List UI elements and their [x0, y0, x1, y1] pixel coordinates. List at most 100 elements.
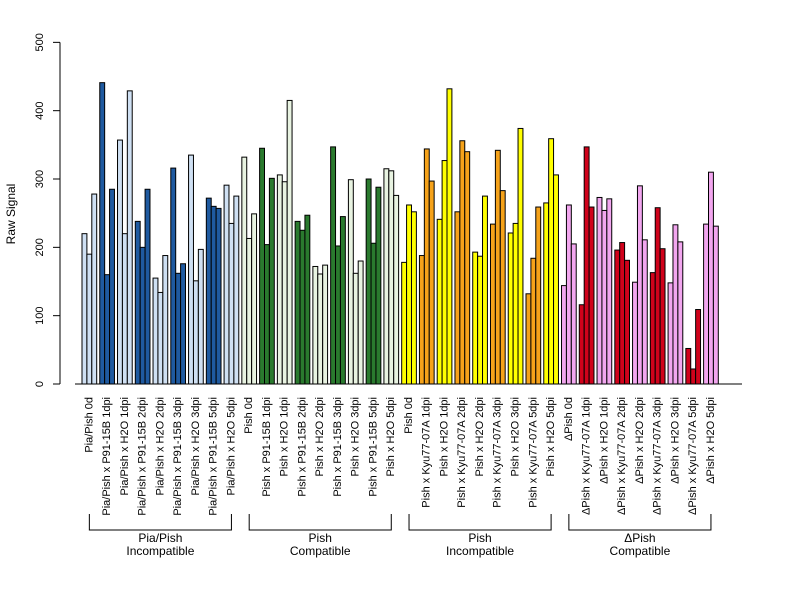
- bar: [365, 178, 372, 385]
- x-tick-label: Pia/Pish x H2O 3dpi: [190, 397, 202, 495]
- x-tick-label: Pish x H2O 3dpi: [350, 397, 362, 476]
- y-tick-label: 300: [34, 170, 46, 188]
- bar: [543, 202, 550, 385]
- bar: [370, 242, 377, 385]
- bar: [548, 138, 555, 385]
- x-tick-label: Pia/Pish x P91-15B 1dpi: [101, 397, 113, 516]
- bar: [428, 180, 435, 385]
- bar: [286, 99, 293, 385]
- y-axis: 0 100 200 300 400 500: [34, 33, 61, 387]
- bar: [121, 233, 128, 385]
- group-label: Pish: [309, 531, 332, 545]
- bar: [251, 213, 258, 385]
- bar: [410, 211, 417, 385]
- bar: [418, 255, 425, 385]
- bar: [126, 90, 133, 385]
- bar: [641, 239, 648, 385]
- bar: [472, 251, 479, 385]
- x-tick-label: ΔPish 0d: [563, 397, 575, 441]
- x-tick-label: Pia/Pish 0d: [83, 397, 95, 453]
- group-label: Pish: [468, 531, 491, 545]
- bar: [401, 261, 408, 385]
- bar: [596, 196, 603, 385]
- bar: [423, 148, 430, 385]
- y-tick-label: 0: [34, 381, 46, 387]
- bar: [553, 174, 559, 385]
- x-tick-label: Pish x Kyu77-07A 3dpi: [492, 397, 504, 508]
- bar: [104, 274, 111, 385]
- bar: [464, 151, 471, 385]
- x-tick-label: ΔPish x Kyu77-07A 2dpi: [616, 397, 628, 515]
- bar: [330, 146, 337, 385]
- group-sublabel: Incompatible: [446, 544, 514, 558]
- x-tick-label: Pish x H2O 2dpi: [474, 397, 486, 476]
- x-tick-label: Pish x P91-15B 2dpi: [296, 397, 308, 497]
- bar: [606, 198, 613, 385]
- bar: [489, 223, 496, 385]
- bar: [246, 237, 253, 385]
- x-tick-label: Pish x Kyu77-07A 2dpi: [456, 397, 468, 508]
- group-sublabel: Incompatible: [126, 544, 194, 558]
- bar: [144, 188, 151, 385]
- y-tick-label: 400: [34, 102, 46, 120]
- x-tick-label: ΔPish x H2O 5dpi: [705, 397, 717, 484]
- bar: [695, 309, 702, 385]
- y-tick-label: 500: [34, 33, 46, 51]
- bar: [157, 291, 164, 385]
- bar: [223, 184, 230, 385]
- bar: [654, 207, 661, 385]
- bar: [712, 225, 719, 385]
- bar: [619, 242, 626, 385]
- x-tick-label: Pia/Pish x P91-15B 5dpi: [208, 397, 220, 516]
- bar: [624, 259, 630, 385]
- x-tick-label: ΔPish x Kyu77-07A 5dpi: [687, 397, 699, 515]
- bars-layer: [81, 82, 719, 385]
- x-tick-label: Pish x H2O 2dpi: [314, 397, 326, 476]
- bar: [685, 347, 692, 385]
- bar: [197, 248, 204, 385]
- bar: [268, 177, 275, 385]
- bar: [81, 233, 88, 385]
- bar: [530, 257, 537, 385]
- bar: [188, 154, 194, 385]
- bar: [588, 206, 595, 385]
- bar: [565, 204, 572, 385]
- bar: [264, 244, 270, 385]
- x-tick-label: ΔPish x H2O 1dpi: [598, 397, 610, 484]
- bar: [649, 272, 656, 385]
- bar: [632, 281, 638, 385]
- bar: [357, 260, 364, 385]
- bar: [393, 194, 400, 385]
- bar: [180, 263, 187, 385]
- group-sublabel: Compatible: [610, 544, 671, 558]
- bar: [703, 223, 709, 385]
- bar: [322, 264, 329, 385]
- group-label: ΔPish: [624, 531, 655, 545]
- bar: [99, 82, 106, 385]
- bar: [659, 248, 666, 385]
- group-bracket: [88, 514, 232, 531]
- bar: [690, 368, 697, 385]
- bar: [477, 255, 484, 385]
- bar: [347, 179, 354, 385]
- y-tick-label: 200: [34, 238, 46, 256]
- bar: [517, 127, 524, 385]
- bar: [535, 206, 542, 385]
- bar: [241, 156, 248, 385]
- bar: [215, 207, 222, 385]
- bar: [499, 190, 506, 385]
- bar: [578, 304, 585, 385]
- bar: [614, 249, 621, 385]
- x-tick-label: Pish x H2O 5dpi: [545, 397, 557, 476]
- bar: [162, 255, 169, 385]
- bar: [205, 197, 212, 385]
- bar: [507, 232, 514, 385]
- bar: [228, 222, 235, 385]
- x-tick-label: ΔPish x H2O 2dpi: [634, 397, 646, 484]
- bar: [210, 205, 217, 385]
- x-tick-label: Pia/Pish x P91-15B 3dpi: [172, 397, 184, 516]
- bar: [525, 293, 532, 385]
- bar: [383, 168, 390, 385]
- bar: [561, 285, 567, 385]
